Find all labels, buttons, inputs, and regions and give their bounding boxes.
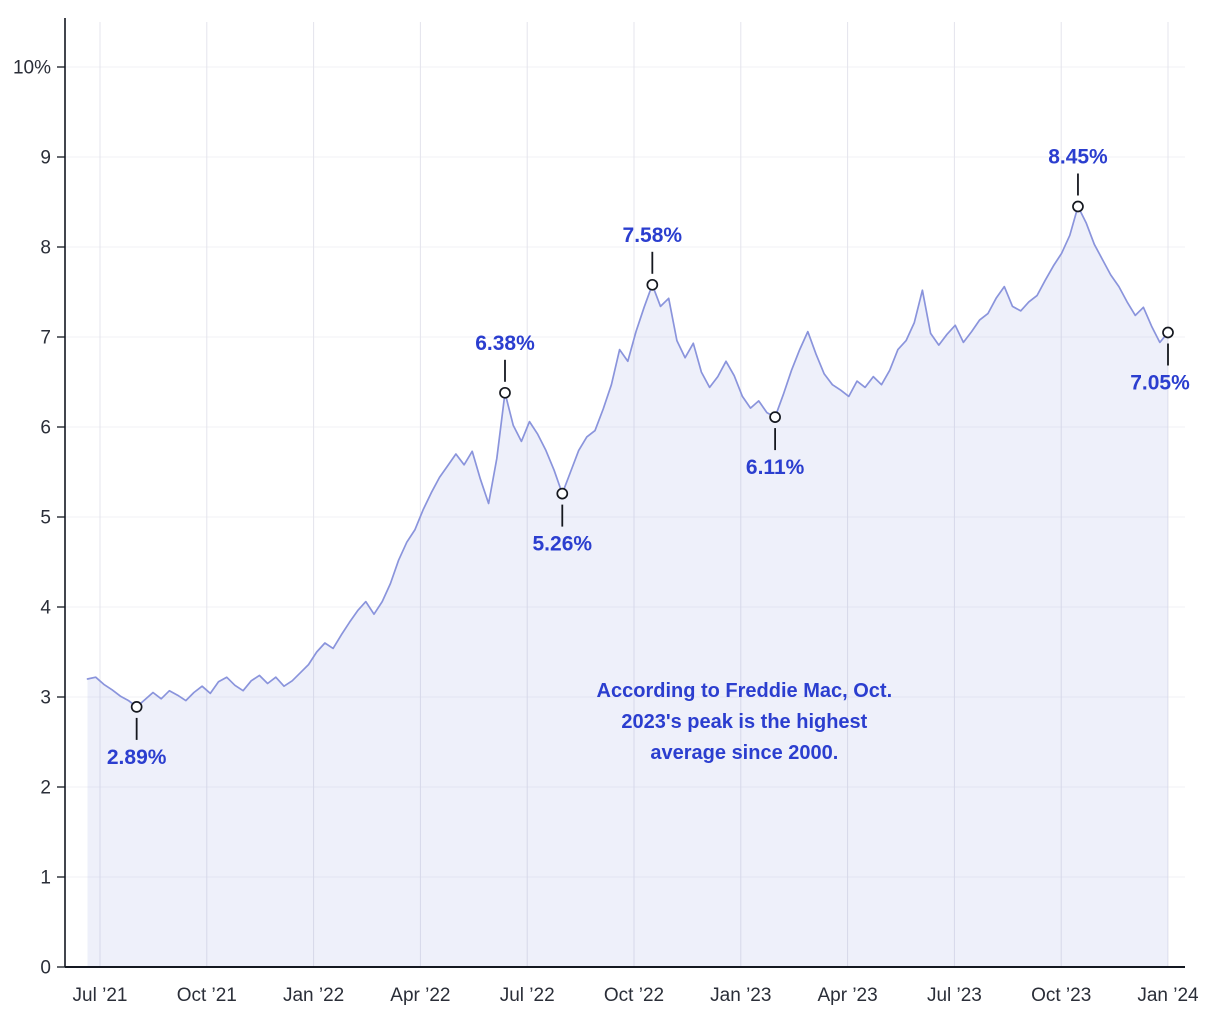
x-tick-label: Apr ’23 (817, 985, 877, 1006)
annotation-label: 6.38% (475, 332, 535, 355)
rate-area (87, 206, 1168, 967)
y-tick-label: 3 (40, 688, 51, 709)
y-tick-label: 8 (40, 238, 51, 259)
chart-note-line: average since 2000. (650, 742, 838, 764)
y-tick-label: 9 (40, 148, 51, 169)
data-point-marker (499, 386, 511, 399)
x-tick-label: Jan ’24 (1137, 985, 1199, 1006)
x-tick-label: Jul ’23 (927, 985, 982, 1006)
annotation-label: 6.11% (746, 456, 805, 479)
chart-note-line: According to Freddie Mac, Oct. (597, 680, 893, 702)
annotation-label: 8.45% (1048, 146, 1108, 169)
chart-note-line: 2023's peak is the highest (621, 711, 867, 733)
data-point-marker (556, 487, 569, 500)
data-point-marker (1162, 326, 1174, 339)
y-tick-label: 2 (40, 778, 51, 799)
y-tick-label: 10% (13, 58, 51, 79)
rate-line (86, 205, 1169, 708)
annotation-label: 2.89% (107, 746, 167, 769)
y-tick-label: 1 (40, 868, 51, 889)
y-tick-label: 0 (40, 958, 51, 979)
annotation-label: 5.26% (533, 533, 593, 556)
x-tick-label: Jan ’23 (710, 985, 771, 1006)
y-tick-label: 7 (40, 328, 51, 349)
y-tick-label: 5 (40, 508, 51, 529)
annotation-label: 7.05% (1130, 372, 1190, 395)
x-tick-label: Apr ’22 (390, 985, 450, 1006)
x-tick-label: Jul ’21 (73, 985, 128, 1006)
annotation-label: 7.58% (623, 224, 683, 247)
x-tick-label: Jan ’22 (283, 985, 344, 1006)
y-tick-label: 6 (40, 418, 51, 439)
x-tick-label: Oct ’21 (177, 985, 237, 1006)
data-point-marker (646, 278, 659, 291)
x-tick-label: Jul ’22 (500, 985, 555, 1006)
y-tick-label: 4 (40, 598, 51, 619)
data-point-marker (1072, 200, 1084, 213)
x-tick-label: Oct ’23 (1031, 985, 1091, 1006)
data-point-marker (769, 411, 781, 423)
x-tick-label: Oct ’22 (604, 985, 664, 1006)
data-point-marker (130, 701, 143, 713)
